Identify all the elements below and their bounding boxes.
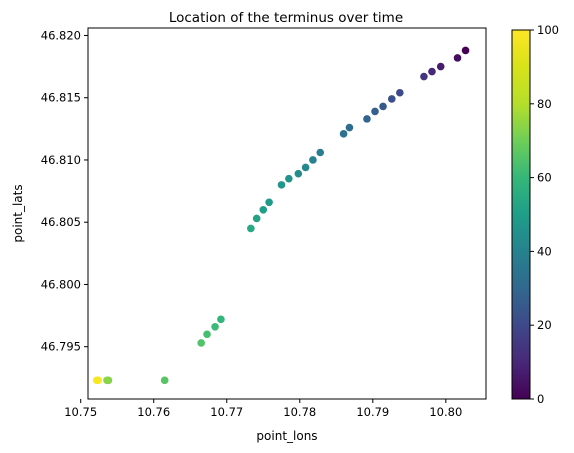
plot-frame (87, 27, 487, 400)
data-point-7 (379, 102, 387, 111)
colorbar (511, 29, 531, 400)
y-tick-label: 46.805 (41, 215, 81, 229)
data-point-11 (339, 130, 348, 138)
data-point-20 (252, 214, 261, 223)
x-axis-label: point_lons (256, 429, 317, 443)
colorbar-tick-label: 80 (537, 97, 552, 111)
colorbar-tick-label: 0 (537, 392, 544, 406)
x-tick-label: 10.77 (210, 405, 243, 419)
x-tick-label: 10.78 (283, 405, 316, 419)
colorbar-tick-label: 40 (537, 244, 552, 258)
x-tick-label: 10.80 (429, 405, 462, 419)
colorbar-ticks: 0 20 40 60 80 100 (530, 23, 559, 406)
colorbar-tick-label: 20 (537, 318, 552, 332)
data-points (92, 46, 470, 385)
data-point-23 (211, 322, 219, 331)
x-axis-ticks: 10.75 10.76 10.77 10.78 10.79 10.80 (64, 399, 462, 419)
data-point-21 (247, 224, 255, 233)
y-tick-label: 46.820 (41, 28, 81, 42)
data-point-16 (285, 174, 293, 183)
data-point-0 (461, 46, 470, 55)
data-point-28 (103, 376, 111, 385)
x-tick-label: 10.79 (356, 405, 389, 419)
data-point-10 (345, 123, 354, 132)
colorbar-tick-label: 60 (537, 171, 552, 185)
data-point-1 (453, 54, 462, 62)
y-tick-label: 46.800 (41, 277, 81, 291)
data-point-8 (371, 107, 379, 116)
colorbar-tick-label: 100 (537, 23, 559, 37)
y-tick-label: 46.795 (41, 340, 81, 354)
data-point-17 (277, 181, 286, 189)
data-point-15 (294, 169, 303, 178)
data-point-2 (436, 62, 445, 71)
data-point-3 (428, 67, 436, 76)
y-tick-label: 46.810 (41, 153, 81, 167)
y-axis-ticks: 46.795 46.800 46.805 46.810 46.815 46.820 (41, 28, 88, 354)
x-tick-label: 10.76 (137, 405, 170, 419)
data-point-5 (396, 88, 404, 97)
data-point-25 (197, 339, 205, 347)
data-point-14 (301, 163, 310, 172)
data-point-13 (309, 156, 317, 164)
data-point-12 (316, 148, 325, 157)
data-point-24 (203, 330, 211, 339)
data-point-6 (387, 95, 396, 103)
data-point-26 (160, 376, 169, 385)
data-point-4 (420, 72, 428, 81)
data-point-18 (265, 198, 273, 207)
chart-title: Location of the terminus over time (169, 10, 403, 26)
data-point-22 (217, 315, 225, 324)
y-axis-label: point_lats (11, 184, 25, 242)
data-point-9 (363, 115, 371, 123)
data-point-19 (259, 205, 268, 214)
data-point-30 (92, 376, 101, 385)
y-tick-label: 46.815 (41, 91, 81, 105)
x-tick-label: 10.75 (64, 405, 97, 419)
